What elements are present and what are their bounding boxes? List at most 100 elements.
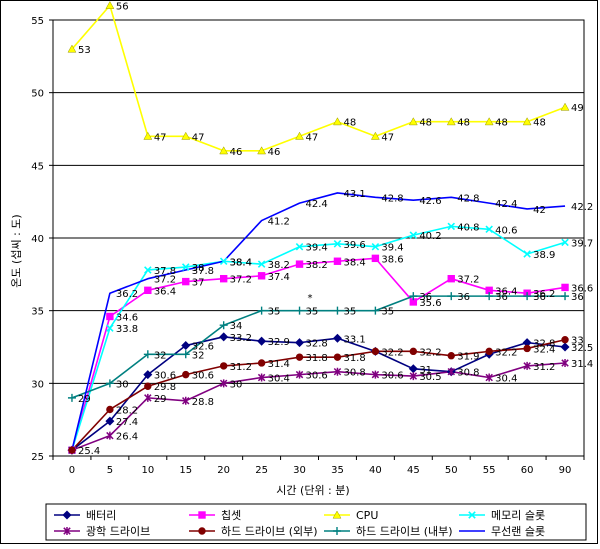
data-point-marker: [257, 272, 266, 280]
data-label: 39.6: [343, 240, 365, 251]
data-label: 48: [495, 118, 508, 129]
data-point-marker: [409, 372, 418, 381]
data-point-marker: [105, 379, 114, 388]
data-label: 40.2: [419, 231, 441, 242]
data-label: 30.4: [495, 374, 517, 385]
data-label: 36: [571, 292, 584, 303]
data-point-marker: [144, 266, 152, 274]
data-label: 42.4: [306, 199, 328, 210]
data-label: 30.6: [192, 371, 214, 382]
legend-entry: 무선랜 슬롯: [491, 525, 545, 538]
data-label: 36.4: [154, 286, 176, 297]
data-point-marker: [68, 446, 76, 454]
data-point-marker: [144, 286, 152, 295]
data-label: 31.4: [268, 359, 290, 370]
data-label: 36.2: [116, 289, 138, 300]
x-tick-label: 35: [331, 465, 344, 476]
data-point-marker: [485, 292, 494, 301]
legend-swatch-marker: [333, 527, 341, 535]
data-label: 31.2: [533, 362, 555, 373]
data-label: 47: [154, 132, 167, 143]
legend-swatch-marker: [198, 511, 206, 519]
data-label: 26.4: [116, 432, 138, 443]
data-label: 48: [343, 118, 356, 129]
data-label: 28.2: [116, 405, 138, 416]
data-label: 36.4: [495, 286, 517, 297]
data-point-marker: [333, 240, 342, 248]
data-labels: 27.4 30.6 32.6 33.2 32.9 32.8 33.1 31 32.8 32.5 34…: [78, 1, 593, 457]
series-line-6: [71, 295, 566, 399]
data-label: 36: [419, 292, 432, 303]
data-label: 27.4: [116, 417, 138, 428]
data-label: 33.1: [343, 334, 365, 345]
data-label: 31: [419, 365, 432, 376]
data-point-marker: [295, 242, 304, 251]
data-point-marker: [409, 347, 418, 356]
data-label: 36.6: [571, 283, 593, 294]
data-label: 32: [154, 350, 167, 361]
data-point-marker: [106, 324, 114, 332]
data-point-marker: [257, 306, 266, 315]
data-point-marker: [295, 353, 304, 361]
data-point-marker: [371, 347, 380, 356]
x-tick-label: 30: [293, 465, 306, 476]
data-point-marker: [295, 370, 304, 379]
data-label: 38: [192, 263, 205, 274]
data-point-marker: [143, 131, 153, 140]
series-markers: [67, 0, 570, 455]
data-point-marker: [484, 117, 494, 126]
data-point-marker: [408, 364, 418, 374]
data-label: 30.5: [419, 372, 441, 383]
data-point-marker: [485, 347, 493, 356]
legend-swatch-marker: [332, 510, 342, 519]
y-tick-label: 50: [31, 89, 44, 100]
data-label: 35: [306, 307, 319, 318]
data-label: 29: [78, 394, 91, 405]
y-tick-label: 45: [31, 161, 44, 172]
data-label: 48: [457, 118, 470, 129]
legend-entry: 메모리 슬롯: [491, 509, 545, 522]
data-label: 29: [154, 394, 167, 405]
data-point-marker: [333, 367, 342, 376]
data-point-marker: [67, 393, 76, 402]
data-point-marker: [219, 362, 228, 370]
data-label: 30.8: [457, 368, 479, 379]
data-point-marker: [257, 359, 266, 367]
data-label: 38.4: [230, 257, 252, 268]
data-point-marker: [295, 131, 304, 140]
data-label: 42.2: [571, 202, 593, 213]
data-label: 47: [192, 132, 205, 143]
x-tick-label: 20: [217, 465, 230, 476]
data-point-marker: [219, 332, 229, 342]
legend-entry: 광학 드라이브: [86, 525, 150, 538]
data-point-marker: [560, 342, 570, 352]
data-label: 47: [306, 132, 319, 143]
data-point-marker: [371, 370, 380, 379]
legend-swatch-marker: [468, 511, 476, 519]
data-label: 33.2: [230, 333, 252, 344]
data-point-marker: [561, 292, 570, 301]
data-point-marker: [447, 352, 455, 360]
data-point-marker: [523, 250, 531, 258]
data-point-marker: [333, 306, 342, 315]
data-label: 43.1: [343, 189, 365, 200]
data-point-marker: [182, 370, 190, 379]
data-label: 35.6: [419, 298, 441, 309]
data-label: 31.4: [571, 359, 593, 370]
x-tick-label: 40: [369, 465, 382, 476]
data-point-marker: [219, 321, 228, 330]
legend-entry: 배터리: [86, 509, 116, 522]
y-tick-labels: 25 30 35 40 45 50 55: [31, 16, 44, 463]
y-axis-title: 온도 (섭씨 : 도): [10, 214, 23, 287]
series-line-7: [71, 192, 566, 451]
data-label: 48: [419, 118, 432, 129]
legend-swatch-marker: [198, 527, 206, 535]
legend-swatch-marker: [62, 510, 72, 520]
data-label: 37.8: [154, 266, 176, 277]
data-point-marker: [447, 292, 456, 301]
series-line-0: [71, 336, 566, 451]
data-label: 38.4: [230, 257, 252, 268]
data-label: 37.4: [268, 272, 290, 283]
data-point-marker: [561, 358, 569, 367]
